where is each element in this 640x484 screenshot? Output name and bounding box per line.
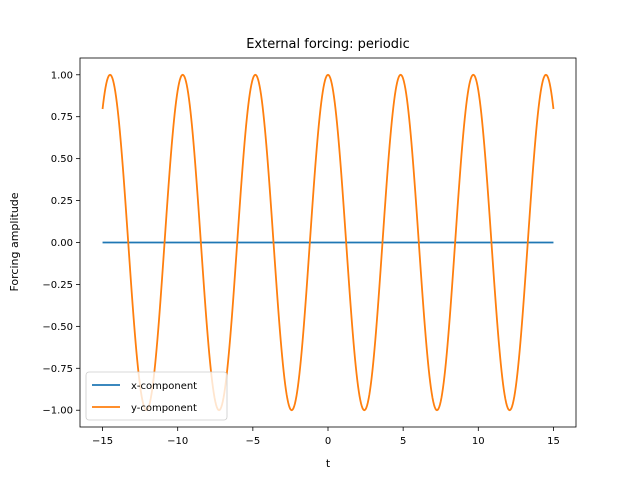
x-tick-label: 15 bbox=[547, 436, 560, 447]
y-tick-label: 1.00 bbox=[51, 70, 73, 81]
series-line-y-component bbox=[101, 73, 555, 412]
legend: x-component y-component bbox=[85, 371, 228, 421]
x-tick-label: 0 bbox=[325, 436, 331, 447]
plot-area bbox=[101, 73, 555, 412]
x-tick-label: −5 bbox=[245, 436, 260, 447]
x-axis: −15 −10 −5 0 5 10 15 bbox=[92, 427, 560, 447]
x-tick-label: 5 bbox=[400, 436, 406, 447]
y-tick-label: −1.00 bbox=[42, 406, 73, 417]
x-axis-label: t bbox=[326, 457, 331, 470]
y-tick-label: 0.75 bbox=[51, 112, 73, 123]
y-tick-label: 0.50 bbox=[51, 154, 73, 165]
x-tick-label: −10 bbox=[167, 436, 188, 447]
legend-box bbox=[85, 371, 228, 421]
y-tick-label: 0.25 bbox=[51, 196, 73, 207]
y-tick-label: −0.75 bbox=[42, 364, 73, 375]
legend-label-y-component: y-component bbox=[131, 403, 197, 414]
y-tick-label: 0.00 bbox=[51, 238, 73, 249]
x-tick-label: 10 bbox=[472, 436, 485, 447]
chart-title: External forcing: periodic bbox=[246, 37, 410, 52]
y-axis: −1.00 −0.75 −0.50 −0.25 0.00 0.25 0.50 0.75 1.00 bbox=[42, 70, 80, 417]
y-axis-label: Forcing amplitude bbox=[8, 192, 21, 291]
legend-label-x-component: x-component bbox=[131, 381, 197, 392]
y-tick-label: −0.25 bbox=[42, 280, 73, 291]
series-layer bbox=[101, 73, 555, 412]
y-tick-label: −0.50 bbox=[42, 322, 73, 333]
x-tick-label: −15 bbox=[92, 436, 113, 447]
